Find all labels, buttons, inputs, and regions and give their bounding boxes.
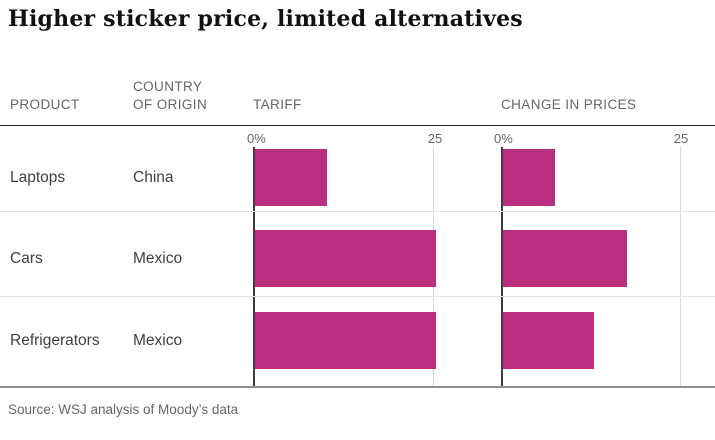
row-origin-laptops: China	[133, 169, 174, 186]
tariff-axis-line	[253, 147, 255, 387]
change-bar-cars	[503, 230, 627, 287]
change-axis-line	[501, 147, 503, 387]
change-bar-refrigerators	[503, 312, 594, 369]
column-header-product: PRODUCT	[10, 97, 80, 112]
row-origin-refrigerators: Mexico	[133, 332, 183, 349]
tariff-bar-refrigerators	[255, 312, 436, 369]
change-chart	[501, 147, 681, 387]
tariff-axis-max-label: 25	[427, 131, 443, 146]
row-divider-2	[0, 296, 715, 297]
row-product-cars: Cars	[10, 250, 43, 267]
row-product-refrigerators: Refrigerators	[10, 332, 100, 349]
row-divider-1	[0, 211, 715, 212]
column-header-tariff: TARIFF	[253, 97, 302, 112]
chart-title: Higher sticker price, limited alternativ…	[8, 6, 523, 32]
change-axis-zero-label: 0%	[494, 131, 513, 146]
header-rule	[0, 125, 715, 126]
column-header-origin: COUNTRY OF ORIGIN	[133, 79, 208, 112]
bottom-rule	[0, 386, 715, 388]
change-gridline-25	[680, 147, 681, 387]
tariff-bar-laptops	[255, 149, 328, 206]
change-bar-laptops	[503, 149, 555, 206]
tariff-chart	[253, 147, 436, 387]
change-axis-max-label: 25	[673, 131, 689, 146]
tariff-axis-zero-label: 0%	[247, 131, 266, 146]
column-header-change: CHANGE IN PRICES	[501, 97, 637, 112]
tariff-bar-cars	[255, 230, 436, 287]
row-product-laptops: Laptops	[10, 169, 66, 186]
row-origin-cars: Mexico	[133, 250, 183, 267]
source-note: Source: WSJ analysis of Moody’s data	[8, 402, 239, 417]
